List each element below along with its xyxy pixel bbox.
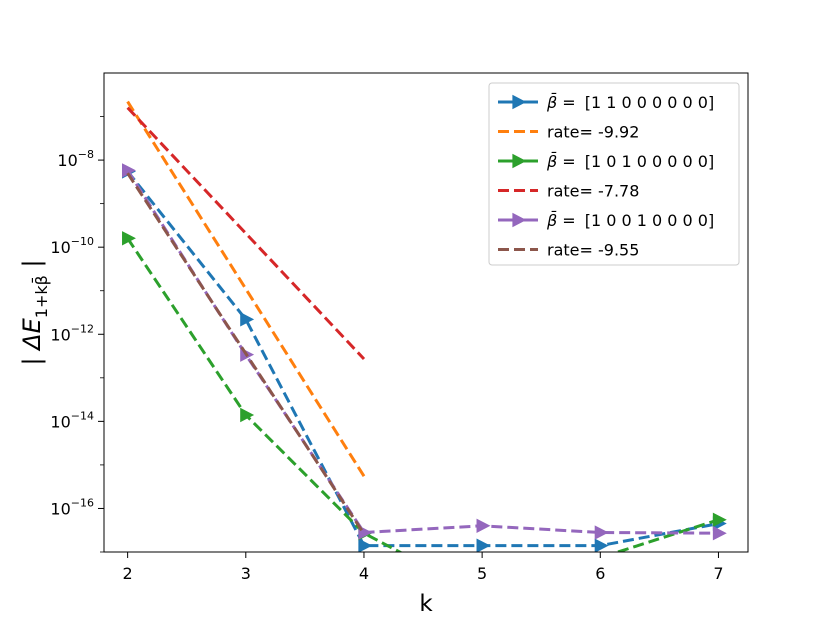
x-tick-label: 6 bbox=[595, 564, 605, 583]
series-layer bbox=[122, 100, 727, 552]
data-point-marker bbox=[712, 512, 727, 527]
x-tick-label: 7 bbox=[713, 564, 723, 583]
data-point-marker bbox=[594, 525, 609, 540]
data-point-marker bbox=[476, 518, 491, 533]
x-tick-label: 4 bbox=[359, 564, 369, 583]
legend-entry: β̄ = [1 0 1 0 0 0 0 0] bbox=[498, 152, 714, 171]
y-tick-label: 10−14 bbox=[50, 409, 94, 431]
data-point-marker bbox=[594, 538, 609, 552]
series-4 bbox=[126, 106, 366, 361]
legend-label: β̄ = [1 1 0 0 0 0 0 0] bbox=[546, 93, 714, 112]
legend-label: rate= -7.78 bbox=[547, 182, 639, 201]
y-ticks: 10−16 10−14 10−12 10−10 10−8 bbox=[50, 116, 104, 553]
y-axis-label: | ΔE1+kβ̄ | bbox=[18, 259, 51, 365]
y-tick-label: 10−12 bbox=[50, 322, 94, 344]
y-tick-label: 10−10 bbox=[50, 235, 94, 257]
y-tick-label: 10−8 bbox=[57, 148, 94, 170]
legend-box bbox=[488, 82, 740, 266]
data-point-marker bbox=[358, 538, 373, 552]
series-6 bbox=[126, 172, 366, 535]
legend-label: rate= -9.92 bbox=[547, 123, 639, 142]
legend-entry: β̄ = [1 0 0 1 0 0 0 0] bbox=[498, 211, 714, 230]
y-axis-label-text: | ΔE1+kβ̄ | bbox=[18, 259, 51, 365]
data-point-marker bbox=[476, 538, 491, 552]
data-point-marker bbox=[712, 526, 727, 541]
data-point-marker bbox=[240, 407, 255, 423]
legend-label: β̄ = [1 0 1 0 0 0 0 0] bbox=[546, 152, 714, 171]
legend-entry: rate= -7.78 bbox=[498, 182, 639, 201]
x-axis-label: k bbox=[419, 591, 433, 617]
x-tick-label: 2 bbox=[123, 564, 133, 583]
data-point-marker bbox=[122, 231, 136, 246]
series-line bbox=[126, 172, 366, 535]
plot-frame bbox=[103, 72, 749, 553]
legend-label: rate= -9.55 bbox=[547, 241, 639, 260]
x-tick-label: 5 bbox=[477, 564, 487, 583]
x-tick-label: 3 bbox=[241, 564, 251, 583]
series-line bbox=[126, 106, 366, 361]
data-point-marker bbox=[240, 312, 255, 327]
x-ticks: 2 3 4 5 6 7 bbox=[123, 552, 724, 583]
legend-marker bbox=[512, 212, 527, 228]
legend-label: β̄ = [1 0 0 1 0 0 0 0] bbox=[546, 211, 714, 230]
series-line bbox=[126, 100, 366, 478]
series-line bbox=[126, 170, 719, 548]
legend-entry: β̄ = [1 1 0 0 0 0 0 0] bbox=[498, 93, 714, 112]
y-tick-label: 10−16 bbox=[50, 496, 94, 518]
legend-entry: rate= -9.55 bbox=[498, 241, 639, 260]
legend: β̄ = [1 1 0 0 0 0 0 0] rate= -9.92 β̄ = [1 0… bbox=[488, 82, 740, 266]
legend-entry: rate= -9.92 bbox=[498, 123, 639, 142]
series-2 bbox=[126, 100, 366, 478]
legend-marker bbox=[512, 153, 527, 169]
legend-marker bbox=[512, 94, 527, 110]
